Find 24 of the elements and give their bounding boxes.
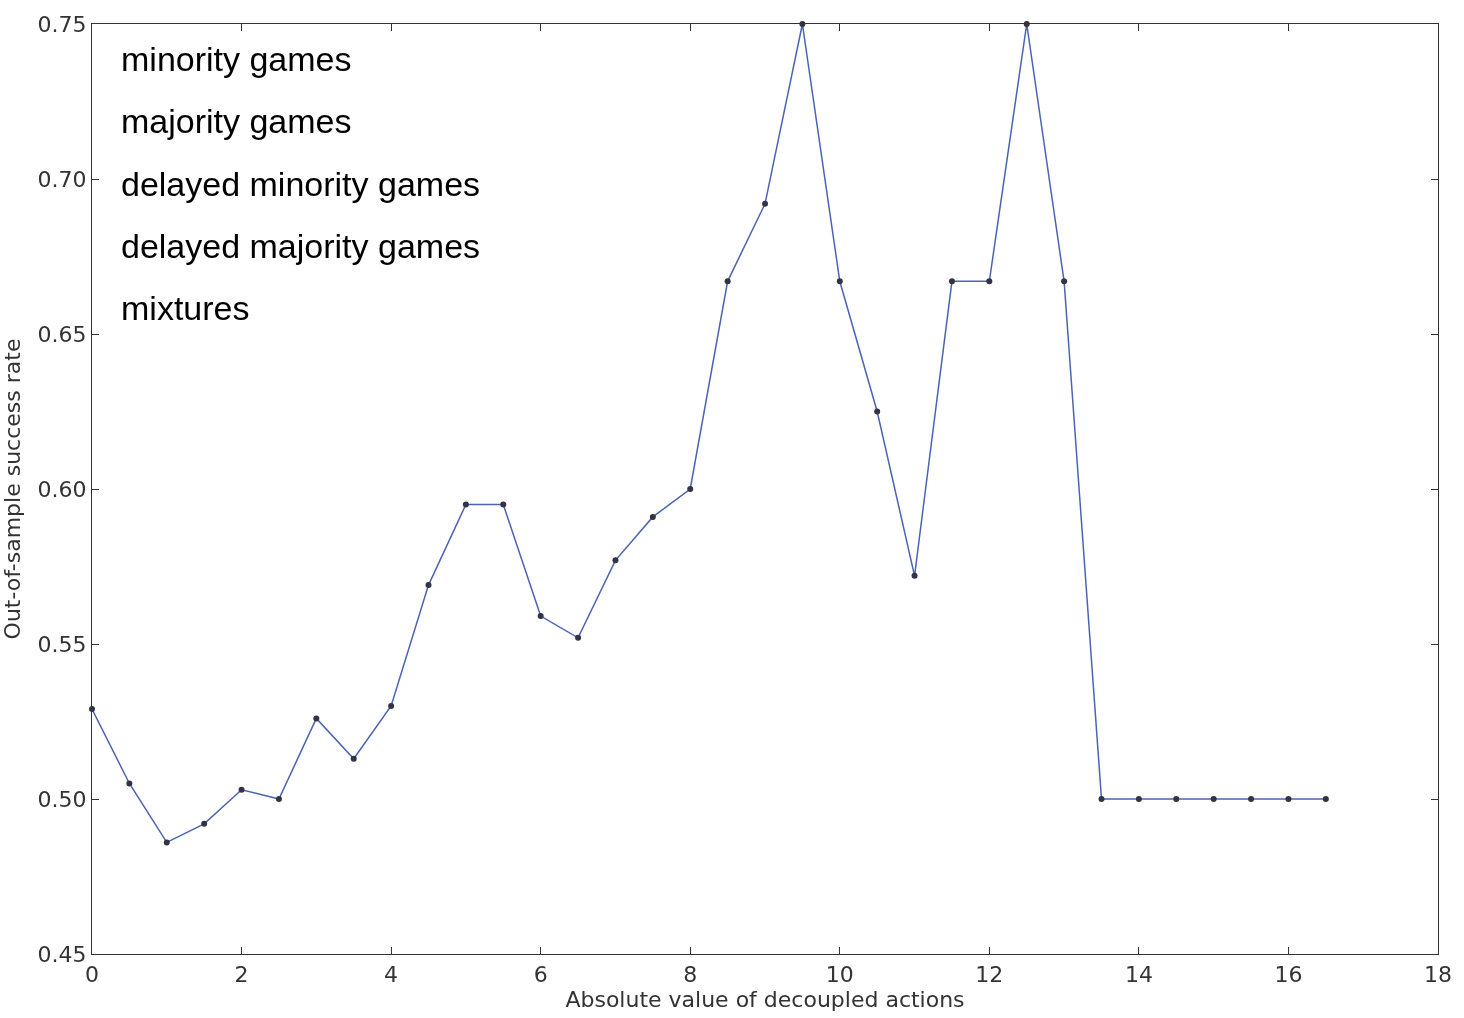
- y-tick-label: 0.55: [37, 631, 87, 657]
- y-tick-label: 0.50: [37, 786, 87, 812]
- x-tick-label: 8: [683, 961, 698, 987]
- y-tick-label: 0.75: [37, 11, 87, 37]
- x-tick-label: 10: [825, 961, 854, 987]
- x-axis-title: Absolute value of decoupled actions: [565, 986, 965, 1012]
- annotation: majority games: [121, 102, 352, 140]
- annotation: delayed majority games: [121, 227, 481, 265]
- y-tick-label: 0.70: [37, 166, 87, 192]
- y-axis-title: Out-of-sample success rate: [0, 338, 26, 640]
- x-tick-label: 6: [533, 961, 548, 987]
- annotation: mixtures: [121, 289, 250, 327]
- annotation: delayed minority games: [121, 165, 481, 203]
- y-tick-label: 0.60: [37, 476, 87, 502]
- x-tick-label: 18: [1424, 961, 1452, 987]
- y-tick-label: 0.45: [37, 941, 87, 967]
- annotation: minority games: [121, 40, 352, 78]
- x-tick-label: 14: [1124, 961, 1153, 987]
- x-tick-label: 2: [234, 961, 249, 987]
- x-tick-label: 16: [1274, 961, 1303, 987]
- x-tick-label: 12: [975, 961, 1004, 987]
- y-tick-label: 0.65: [37, 321, 87, 347]
- x-tick-label: 0: [85, 961, 99, 987]
- x-tick-label: 4: [384, 961, 399, 987]
